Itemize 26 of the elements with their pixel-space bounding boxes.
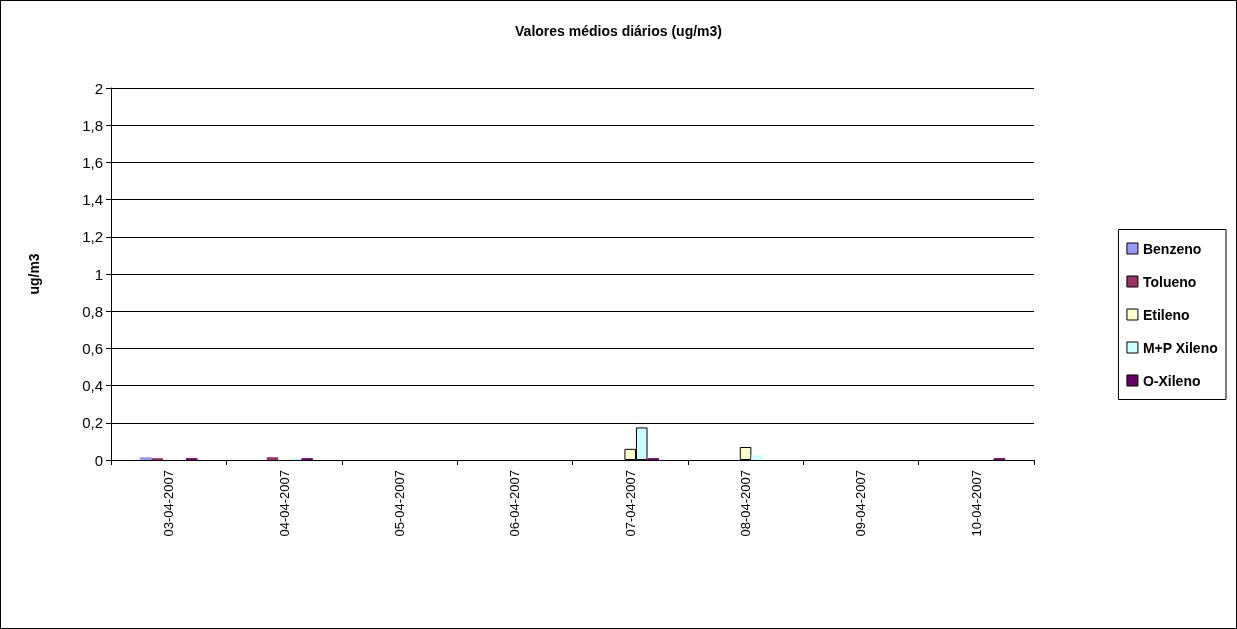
y-tick-label: 1: [94, 265, 103, 283]
x-tick-label: 08-04-2007: [738, 470, 754, 537]
chart-title: Valores médios diários (ug/m3): [515, 23, 722, 39]
x-tick-label: 05-04-2007: [391, 470, 407, 537]
y-tick-label: 1,2: [82, 228, 103, 246]
y-tick-label: 0,8: [82, 302, 103, 320]
legend-label: Tolueno: [1142, 273, 1197, 290]
x-tick-label: 06-04-2007: [507, 470, 523, 537]
legend-label: O-Xileno: [1142, 372, 1201, 389]
y-tick-label: 0,4: [82, 377, 103, 395]
y-tick-label: 1,8: [82, 116, 103, 134]
legend-label: M+P Xileno: [1142, 339, 1218, 356]
y-tick-label: 0,2: [82, 414, 103, 432]
y-tick-label: 0,6: [82, 339, 103, 357]
y-tick-label: 0: [94, 451, 103, 469]
x-tick-label: 07-04-2007: [622, 470, 638, 537]
y-axis-title: ug/m3: [26, 253, 42, 295]
x-tick-label: 10-04-2007: [968, 470, 984, 537]
y-tick-label: 1,4: [82, 191, 103, 209]
legend-label: Benzeno: [1142, 240, 1202, 257]
legend-label: Etileno: [1142, 306, 1190, 323]
y-tick-label: 1,6: [82, 153, 103, 171]
y-tick-label: 2: [94, 79, 103, 97]
x-tick-label: 09-04-2007: [853, 470, 869, 537]
x-tick-label: 03-04-2007: [161, 470, 177, 537]
x-tick-label: 04-04-2007: [276, 470, 292, 537]
